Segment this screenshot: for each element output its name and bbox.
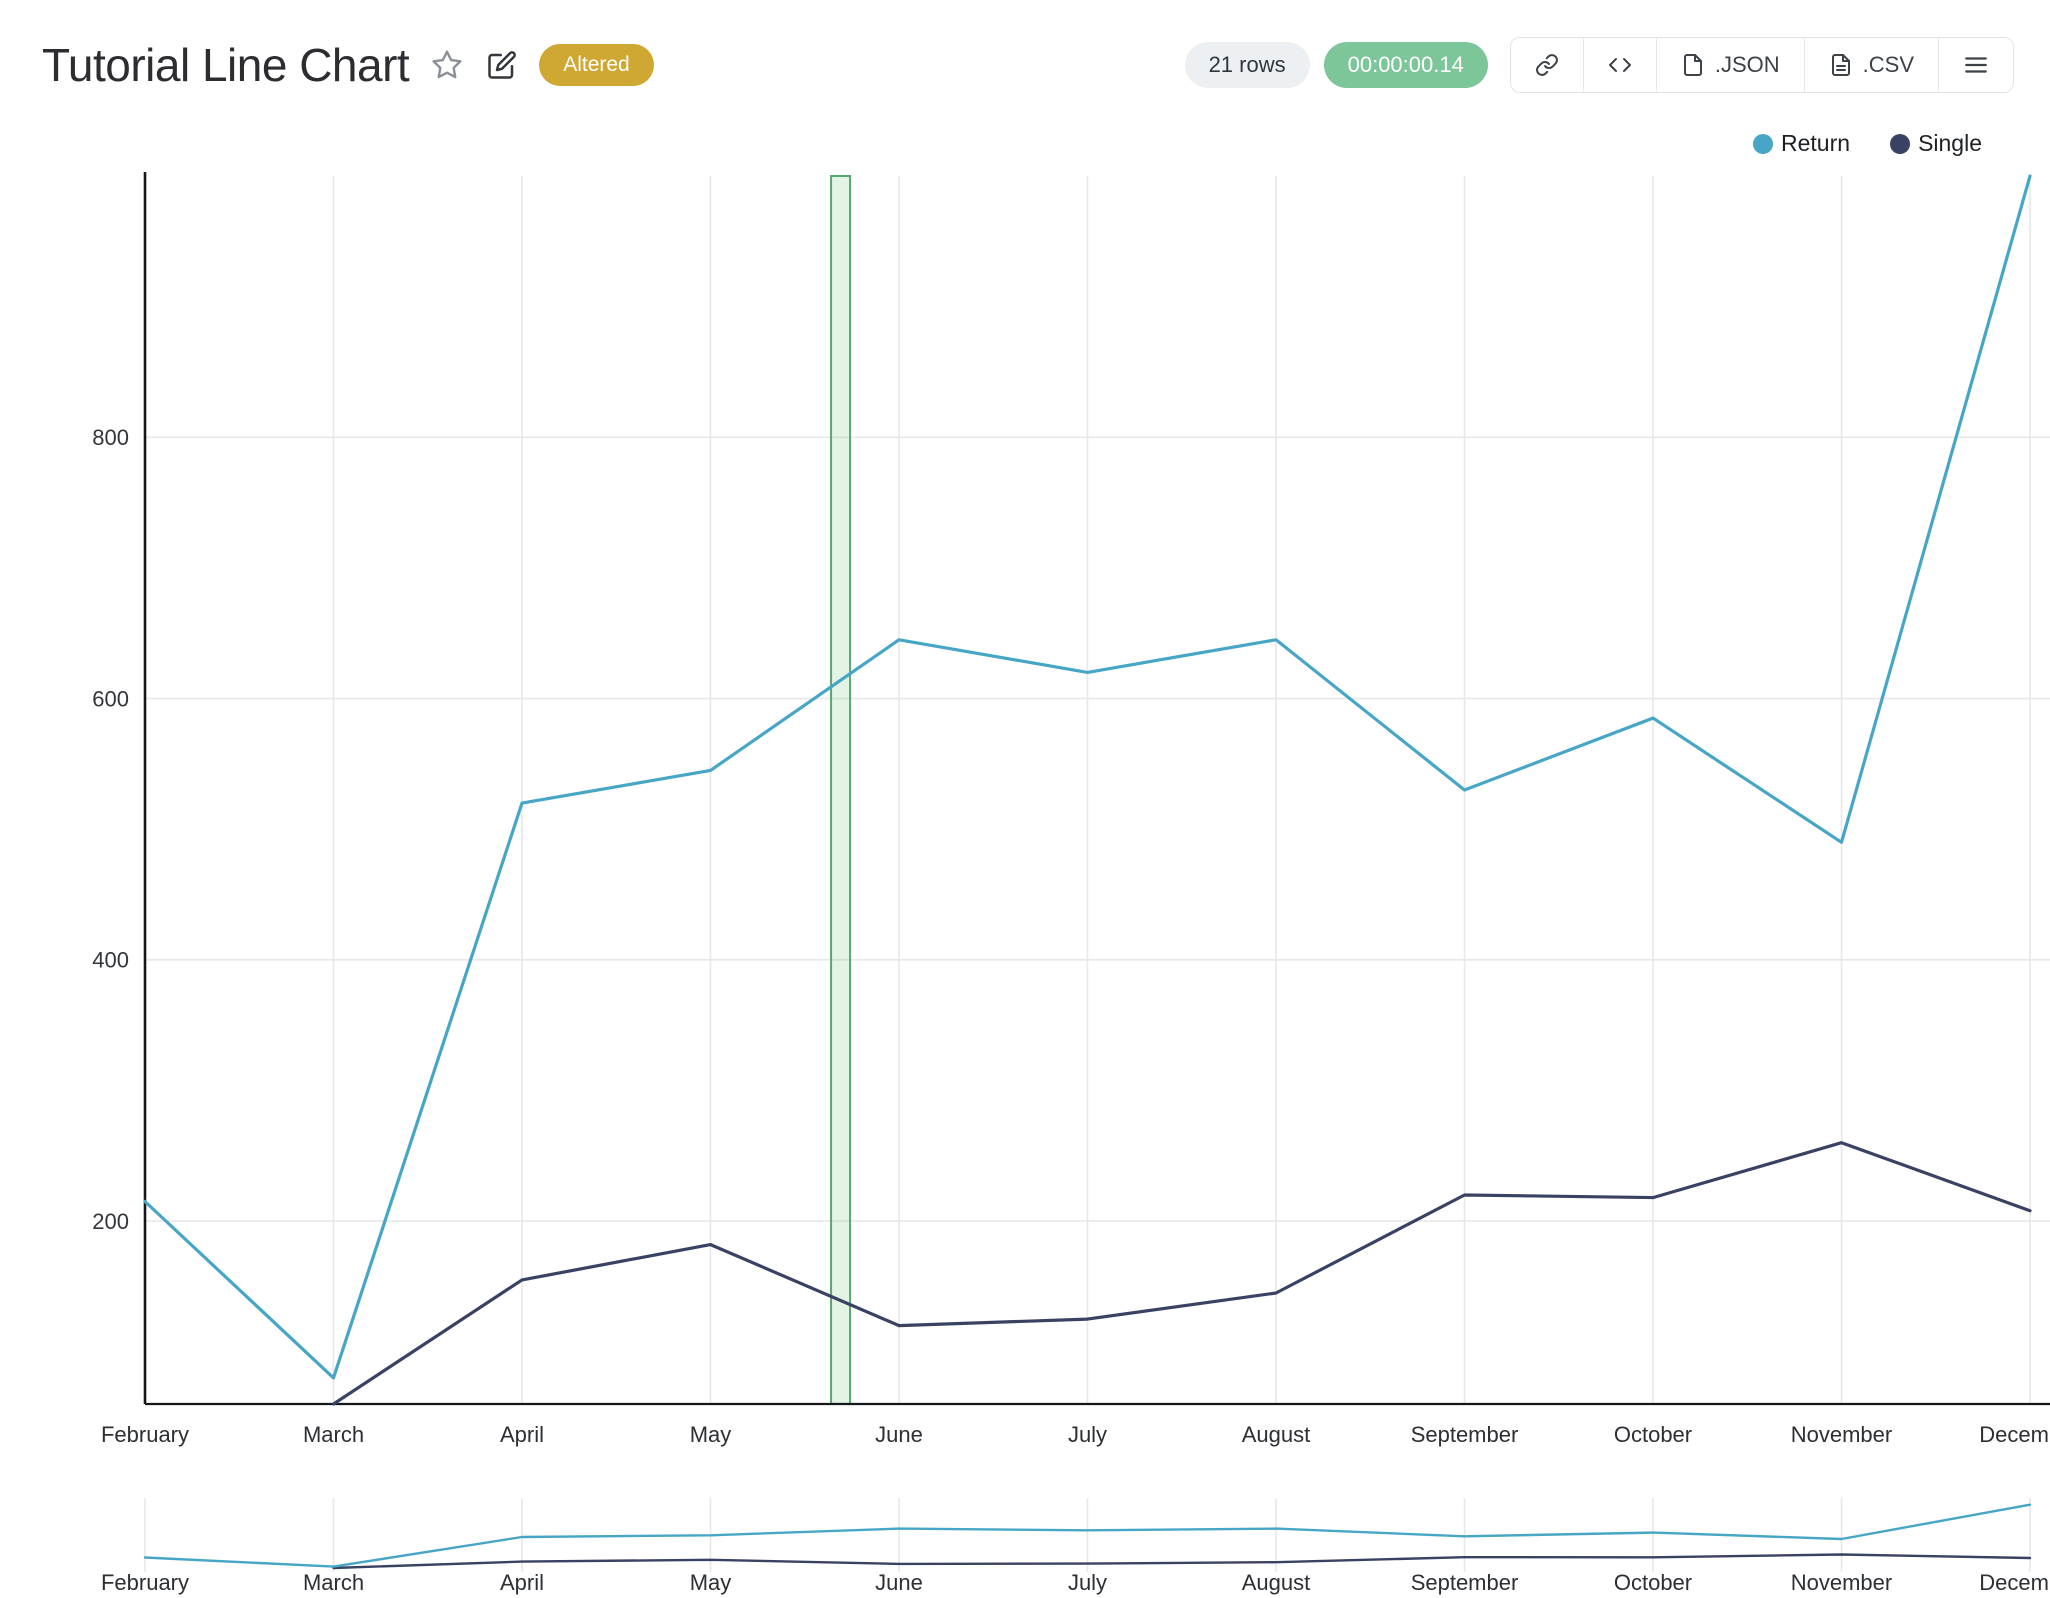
x-tick-label: October — [1614, 1422, 1692, 1447]
series-line-single[interactable] — [331, 1141, 2032, 1406]
link-icon — [1535, 53, 1559, 77]
code-icon — [1608, 53, 1632, 77]
row-count-badge: 21 rows — [1184, 42, 1310, 88]
timer-badge: 00:00:00.14 — [1323, 42, 1488, 88]
mini-x-tick-label: March — [303, 1570, 364, 1595]
share-link-button[interactable] — [1510, 38, 1583, 92]
page-title: Tutorial Line Chart — [42, 39, 410, 91]
chart-legend: Return Single — [1753, 130, 1982, 157]
x-tick-label: August — [1242, 1422, 1311, 1447]
x-tick-label: March — [303, 1422, 364, 1447]
export-json-button[interactable]: .JSON — [1655, 38, 1804, 92]
hamburger-icon — [1963, 52, 1989, 78]
y-tick-label: 400 — [92, 948, 129, 973]
mini-x-tick-label: November — [1791, 1570, 1892, 1595]
mini-x-tick-label: June — [875, 1570, 923, 1595]
y-axis-labels: 200 400 600 800 — [92, 425, 129, 1234]
mini-x-tick-label: October — [1614, 1570, 1692, 1595]
legend-item-single[interactable]: Single — [1890, 130, 1982, 157]
legend-label: Return — [1781, 130, 1851, 156]
gridlines — [144, 176, 2050, 1572]
mini-series-line-single[interactable] — [332, 1553, 2032, 1570]
x-tick-label: September — [1411, 1422, 1519, 1447]
altered-badge: Altered — [539, 44, 654, 86]
x-tick-label: November — [1791, 1422, 1892, 1447]
edit-icon[interactable] — [485, 48, 519, 82]
x-tick-label: February — [101, 1422, 189, 1447]
menu-button[interactable] — [1938, 38, 2013, 92]
favorite-star-icon[interactable] — [429, 47, 465, 83]
highlight-band[interactable] — [830, 175, 852, 1405]
embed-code-button[interactable] — [1582, 38, 1656, 92]
toolbar: .JSON .CSV — [1509, 37, 2014, 93]
legend-label: Single — [1918, 130, 1982, 156]
mini-x-tick-label: August — [1242, 1570, 1311, 1595]
legend-dot — [1753, 133, 1774, 154]
x-tick-label: June — [875, 1422, 923, 1447]
mini-series-line-return[interactable] — [143, 1503, 2032, 1568]
mini-x-tick-label: September — [1411, 1570, 1519, 1595]
mini-x-tick-label: May — [690, 1570, 732, 1595]
y-tick-label: 800 — [92, 425, 129, 450]
mini-x-tick-label: April — [500, 1570, 544, 1595]
x-tick-label: April — [500, 1422, 544, 1447]
y-tick-label: 200 — [92, 1209, 129, 1234]
mini-x-tick-label: December — [1979, 1570, 2050, 1595]
export-csv-button[interactable]: .CSV — [1803, 38, 1938, 92]
series-line-return[interactable] — [143, 174, 2032, 1380]
export-csv-label: .CSV — [1862, 52, 1914, 77]
file-text-icon — [1829, 53, 1853, 77]
mini-x-tick-label: February — [101, 1570, 189, 1595]
legend-item-return[interactable]: Return — [1753, 130, 1850, 157]
legend-dot — [1890, 133, 1911, 154]
x-tick-label: July — [1068, 1422, 1107, 1447]
mini-x-tick-label: July — [1068, 1570, 1107, 1595]
y-tick-label: 600 — [92, 686, 129, 711]
file-code-icon — [1681, 53, 1705, 77]
header-bar: Tutorial Line Chart Altered 21 rows 00:0… — [0, 0, 2050, 110]
x-tick-label: December — [1979, 1422, 2050, 1447]
x-tick-label: May — [690, 1422, 732, 1447]
x-axis-labels: February February March March April April May M… — [101, 1422, 2050, 1595]
export-json-label: .JSON — [1714, 52, 1780, 77]
